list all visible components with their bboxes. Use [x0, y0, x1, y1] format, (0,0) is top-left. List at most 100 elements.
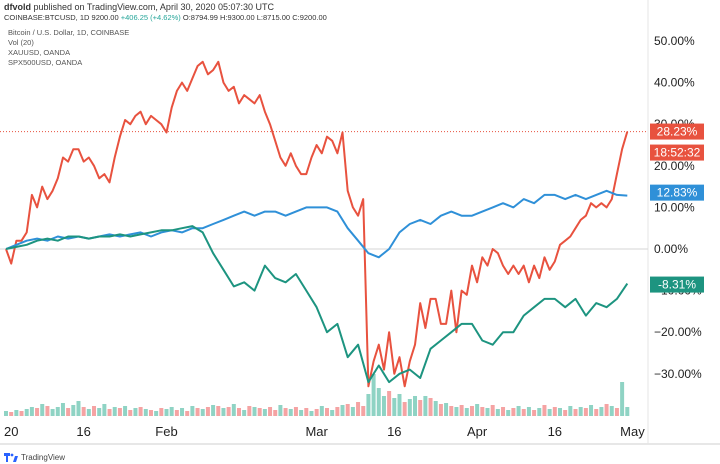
volume-bar — [309, 411, 314, 416]
volume-bar — [314, 409, 319, 416]
volume-bar — [454, 407, 459, 416]
open-value: O:8794.99 — [182, 13, 218, 22]
spx-badge-bg — [650, 276, 704, 293]
volume-bar — [526, 407, 531, 416]
volume-bar — [578, 407, 583, 416]
volume-bar — [288, 409, 293, 416]
legend-main[interactable]: Bitcoin / U.S. Dollar, 1D, COINBASE — [8, 28, 130, 37]
volume-bar — [620, 382, 625, 416]
volume-bar — [92, 406, 97, 416]
low-value: L:8715.00 — [256, 13, 291, 22]
volume-bar — [521, 409, 526, 416]
legend-vol[interactable]: Vol (20) — [8, 38, 34, 47]
volume-bar — [205, 407, 210, 416]
volume-bar — [148, 410, 153, 416]
volume-bar — [428, 398, 433, 416]
volume-bar — [4, 411, 8, 416]
volume-bar — [330, 410, 335, 416]
volume-bar — [231, 404, 236, 416]
btc-line[interactable] — [5, 60, 629, 388]
volume-bar — [76, 401, 81, 416]
publish-text: published on TradingView.com, April 30, … — [33, 2, 275, 12]
volume-bar — [604, 404, 609, 416]
btc-countdown-bg — [650, 144, 704, 161]
volume-bar — [128, 410, 133, 416]
volume-bar — [537, 408, 542, 416]
volume-bar — [107, 409, 112, 416]
volume-bar — [60, 403, 65, 416]
volume-bar — [257, 408, 262, 416]
volume-bar — [169, 407, 174, 416]
volume-bar — [164, 409, 169, 416]
publish-info: dfvold published on TradingView.com, Apr… — [4, 2, 274, 13]
x-tick-label: 20 — [4, 424, 18, 439]
volume-bar — [159, 408, 164, 416]
symbol: COINBASE:BTCUSD, 1D — [4, 13, 90, 22]
legend-xau[interactable]: XAUUSD, OANDA — [8, 48, 71, 57]
y-tick-label: −20.00% — [654, 325, 702, 339]
volume-bar — [86, 409, 91, 416]
y-tick-label: 10.00% — [654, 200, 695, 214]
volume-bar — [444, 403, 449, 416]
volume-bar — [180, 408, 185, 416]
volume-bar — [547, 409, 552, 416]
btc-badge-bg — [650, 123, 704, 140]
volume-bar — [552, 407, 557, 416]
volume-bar — [511, 408, 516, 416]
author-name[interactable]: dfvold — [4, 2, 31, 12]
volume-bar — [563, 410, 568, 416]
spx-line[interactable] — [5, 225, 629, 384]
volume-bar — [469, 406, 474, 416]
x-tick-label: May — [620, 424, 645, 439]
xau-line[interactable] — [5, 189, 628, 259]
volume-bar — [216, 406, 221, 416]
volume-bar — [154, 411, 159, 416]
brand-name[interactable]: TradingView — [21, 453, 66, 462]
volume-bar — [568, 406, 573, 416]
last-value-badges: 28.23% 18:52:32 12.83% -8.31% — [650, 123, 704, 293]
ohlc-row: COINBASE:BTCUSD, 1D 9200.00 +406.25 (+4.… — [4, 13, 327, 23]
volume-bar — [413, 396, 418, 416]
x-tick-label: Feb — [155, 424, 177, 439]
volume-bar — [268, 407, 273, 416]
volume-bar — [50, 409, 55, 416]
volume-bar — [423, 396, 428, 416]
x-axis-ticks: 20 16 Feb Mar 16 Apr 16 May — [4, 424, 645, 439]
volume-bar — [304, 408, 309, 416]
volume-bar — [9, 412, 14, 416]
tradingview-logo-icon — [4, 453, 18, 462]
volume-bar — [495, 409, 500, 416]
volume-bar — [542, 405, 547, 416]
volume-bar — [55, 407, 60, 416]
volume-bar — [459, 405, 464, 416]
volume-bar — [371, 374, 376, 416]
volume-bar — [418, 400, 423, 416]
last-price: 9200.00 — [91, 13, 119, 22]
x-tick-label: Mar — [305, 424, 328, 439]
change: +406.25 (+4.62%) — [120, 13, 181, 22]
volume-bar — [242, 410, 247, 416]
volume-bar — [480, 407, 485, 416]
volume-bar — [112, 407, 117, 416]
volume-bar — [557, 408, 562, 416]
high-value: H:9300.00 — [220, 13, 255, 22]
volume-bar — [195, 408, 200, 416]
volume-bar — [190, 406, 195, 416]
volume-bar — [345, 404, 350, 416]
volume-bar — [226, 407, 231, 416]
volume-bar — [117, 408, 122, 416]
xau-badge-bg — [650, 184, 704, 201]
btc-countdown: 18:52:32 — [654, 146, 701, 160]
volume-bar — [350, 407, 355, 416]
volume-bar — [299, 410, 304, 416]
y-tick-label: 50.00% — [654, 34, 695, 48]
volume-bar — [247, 406, 252, 416]
volume-bar — [221, 408, 226, 416]
volume-bar — [407, 399, 412, 416]
volume-bar — [278, 405, 283, 416]
legend-spx[interactable]: SPX500USD, OANDA — [8, 58, 83, 67]
y-tick-label: 0.00% — [654, 242, 688, 256]
volume-bar — [356, 402, 361, 416]
volume-bar — [40, 404, 45, 416]
